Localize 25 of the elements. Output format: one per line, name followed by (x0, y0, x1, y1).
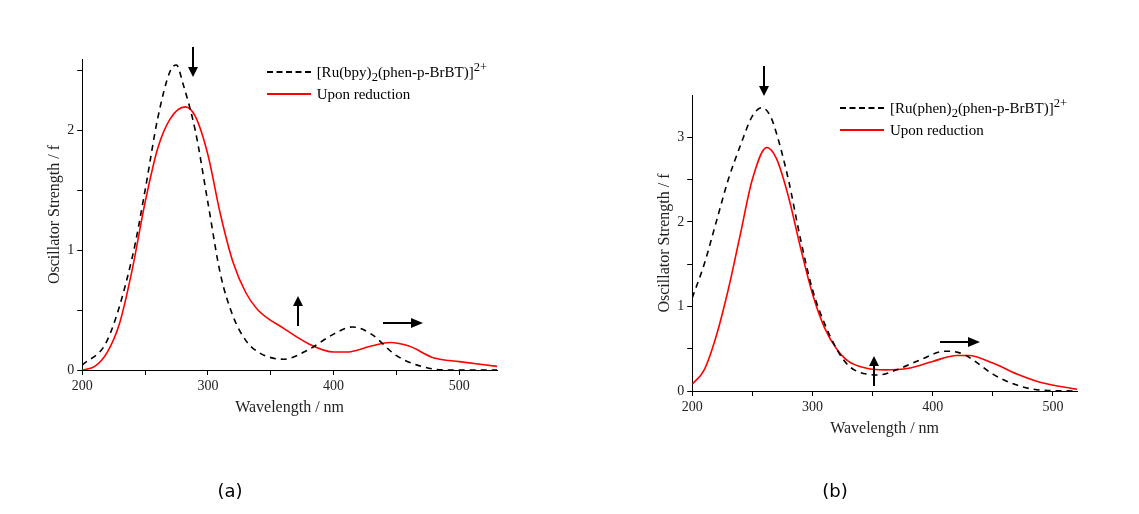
y-axis-title: Oscillator Strength / f (654, 172, 673, 313)
y-tick-label: 3 (677, 128, 685, 144)
legend-label: [Ru(bpy)$_{2}$(phen-p-BrBT)]$^{2+}$ (316, 59, 487, 85)
x-tick-label: 300 (801, 399, 823, 415)
x-tick-label: 400 (922, 399, 944, 415)
legend-label: [Ru(phen)$_{2}$(phen-p-BrBT)]$^{2+}$ (889, 95, 1067, 121)
x-tick-label: 400 (323, 378, 345, 394)
y-axis-title: Oscillator Strength / f (44, 144, 63, 285)
x-tick-label: 500 (1042, 399, 1064, 415)
text: (a) (216, 480, 244, 501)
x-tick-label: 300 (197, 378, 219, 394)
x-axis-title: Wavelength / nm (235, 397, 345, 416)
y-tick-label: 1 (677, 298, 685, 314)
y-tick-label: 2 (677, 213, 685, 229)
x-tick-label: 200 (681, 399, 703, 415)
legend-label: Upon reduction (889, 121, 984, 139)
x-axis-title: Wavelength / nm (830, 418, 940, 437)
y-tick-label: 0 (67, 361, 75, 377)
legend-label: Upon reduction (316, 85, 411, 103)
text: (b) (821, 480, 849, 501)
y-tick-label: 1 (67, 242, 75, 258)
y-tick-label: 0 (677, 382, 685, 398)
x-tick-label: 500 (448, 378, 470, 394)
y-tick-label: 2 (67, 122, 75, 138)
x-tick-label: 200 (71, 378, 93, 394)
